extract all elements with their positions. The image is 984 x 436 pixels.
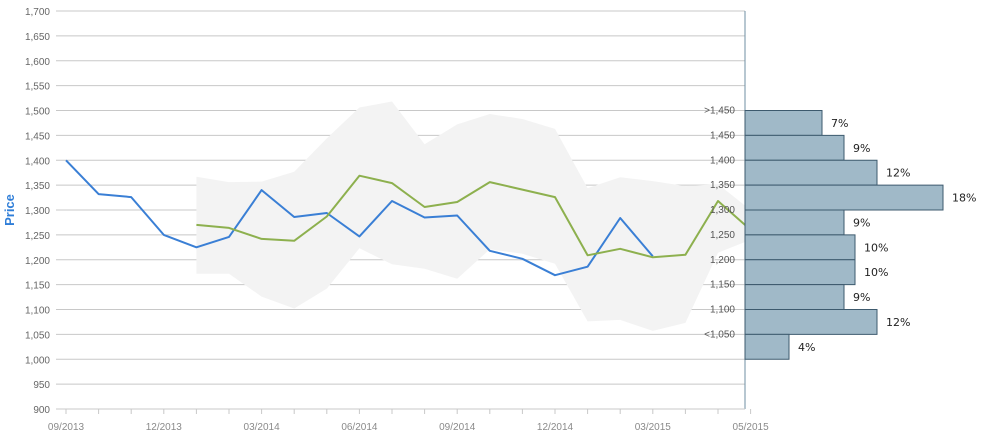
y-tick-label: 900 (33, 405, 50, 416)
range-band-area (196, 101, 751, 331)
histogram-percent-label: 4% (798, 341, 815, 354)
histogram-percent-label: 9% (853, 142, 870, 155)
series-line-green (196, 174, 752, 259)
y-tick-label: 1,350 (25, 181, 50, 192)
histogram-percent-label: 7% (831, 117, 848, 130)
range-band (196, 101, 751, 331)
series-line-blue (65, 159, 654, 277)
histogram-bar (744, 209, 845, 236)
histogram-bar (744, 333, 790, 360)
histogram-percent-label: 9% (853, 216, 870, 229)
gridlines (56, 10, 745, 410)
histogram-percent-label: 18% (952, 192, 976, 205)
histogram-bin-label: 1,200 (710, 255, 735, 266)
x-tick-label: 06/2014 (341, 422, 378, 433)
y-tick-label: 1,150 (25, 281, 50, 292)
x-tick-label: 12/2014 (537, 422, 574, 433)
histogram-percent-label: 12% (886, 316, 910, 329)
y-tick-label: 1,000 (25, 355, 50, 366)
histogram-percent-label: 9% (853, 291, 870, 304)
x-tick-label: 05/2015 (733, 422, 770, 433)
y-tick-label: 1,550 (25, 82, 50, 93)
y-tick-label: 1,500 (25, 107, 50, 118)
series-lines (65, 159, 752, 277)
histogram-bar (744, 184, 944, 211)
histogram-bin-label: 1,400 (710, 155, 735, 166)
y-tick-label: 1,050 (25, 330, 50, 341)
histogram-bar (744, 234, 856, 261)
y-tick-label: 1,600 (25, 57, 50, 68)
y-tick-label: 1,650 (25, 32, 50, 43)
histogram-bin-label: 1,300 (710, 205, 735, 216)
x-tick-label: 09/2013 (48, 422, 85, 433)
histogram-percent-label: 10% (864, 241, 888, 254)
histogram-bar (744, 110, 823, 136)
y-tick-label: 1,400 (25, 156, 50, 167)
x-tick-label: 03/2014 (244, 422, 281, 433)
y-tick-label: 950 (33, 380, 50, 391)
histogram-bar (744, 159, 878, 186)
histogram-bar (744, 284, 845, 310)
y-axis-label: Price (2, 194, 17, 226)
y-tick-label: 1,200 (25, 256, 50, 267)
histogram-bin-label: >1,450 (704, 106, 735, 117)
histogram-bin-label: 1,150 (710, 280, 735, 291)
y-tick-label: 1,100 (25, 306, 50, 317)
y-tick-label: 1,450 (25, 131, 50, 142)
x-tick-label: 09/2014 (439, 422, 476, 433)
x-tick-label: 03/2015 (635, 422, 672, 433)
y-tick-label: 1,300 (25, 206, 50, 217)
histogram-bar (744, 309, 878, 335)
histogram-bin-label: <1,050 (704, 329, 735, 340)
histogram: 7% >1,450 9% 1,450 12% 1,400 18% 1,350 9% 1,300 10… (704, 11, 976, 409)
axes: 900 950 1,000 1,050 1,100 1,150 1,200 1,250 1,30… (25, 7, 769, 433)
histogram-bin-label: 1,100 (710, 305, 735, 316)
histogram-percent-label: 10% (864, 266, 888, 279)
histogram-bin-label: 1,250 (710, 230, 735, 241)
y-tick-label: 1,250 (25, 231, 50, 242)
histogram-percent-label: 12% (886, 167, 910, 180)
histogram-bin-label: 1,350 (710, 180, 735, 191)
histogram-bar (744, 134, 845, 161)
histogram-bar (744, 259, 856, 286)
x-tick-label: 12/2013 (146, 422, 183, 433)
histogram-bin-label: 1,450 (710, 130, 735, 141)
y-tick-label: 1,700 (25, 7, 50, 18)
